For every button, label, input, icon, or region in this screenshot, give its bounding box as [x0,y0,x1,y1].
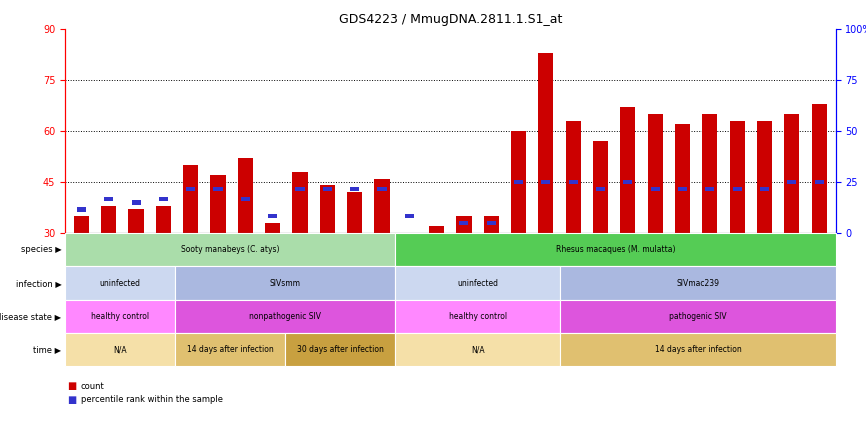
Bar [487,221,496,225]
Bar [560,300,836,333]
Text: SIVsmm: SIVsmm [269,278,301,288]
Bar [402,233,417,335]
Bar [378,186,386,191]
Bar [295,186,305,191]
Bar [811,104,827,335]
Bar [560,333,836,366]
Bar [320,186,335,335]
Text: 30 days after infection: 30 days after infection [297,345,384,354]
Bar [374,178,390,335]
Bar [624,180,632,184]
Text: 14 days after infection: 14 days after infection [655,345,741,354]
Bar [815,180,824,184]
Bar [484,216,499,335]
Bar [456,216,471,335]
Text: percentile rank within the sample: percentile rank within the sample [81,395,223,404]
Bar [757,121,772,335]
Text: time ▶: time ▶ [34,345,61,354]
Bar [268,214,277,218]
Bar [128,209,144,335]
Text: healthy control: healthy control [91,312,149,321]
Bar [432,238,441,242]
Text: infection ▶: infection ▶ [16,278,61,288]
Bar [132,200,140,205]
Bar [186,186,195,191]
Text: Rhesus macaques (M. mulatta): Rhesus macaques (M. mulatta) [556,245,675,254]
Bar [156,206,171,335]
Bar [675,124,690,335]
Bar [238,158,253,335]
Bar [514,180,523,184]
Text: uninfected: uninfected [457,278,498,288]
Text: Sooty manabeys (C. atys): Sooty manabeys (C. atys) [181,245,280,254]
Bar [760,186,769,191]
Bar [404,214,414,218]
Bar [101,206,116,335]
Bar [183,165,198,335]
Bar [678,186,687,191]
Text: uninfected: uninfected [100,278,140,288]
Bar [175,333,285,366]
Bar [214,186,223,191]
Bar [395,233,836,266]
Bar [565,121,581,335]
Bar [395,300,560,333]
Bar [210,175,225,335]
Bar [265,223,281,335]
Bar [158,197,168,201]
Text: ■: ■ [67,395,76,404]
Bar [293,172,307,335]
Bar [175,300,395,333]
Text: species ▶: species ▶ [21,245,61,254]
Bar [104,197,113,201]
Bar [787,180,797,184]
Text: count: count [81,382,104,391]
Bar [65,266,175,300]
Bar [74,216,89,335]
Bar [650,186,660,191]
Bar [65,300,175,333]
Bar [65,333,175,366]
Bar [560,266,836,300]
Text: pathogenic SIV: pathogenic SIV [669,312,727,321]
Bar [785,114,799,335]
Bar [65,233,395,266]
Text: SIVmac239: SIVmac239 [676,278,720,288]
Text: nonpathogenic SIV: nonpathogenic SIV [249,312,321,321]
Text: disease state ▶: disease state ▶ [0,312,61,321]
Bar [511,131,527,335]
Bar [285,333,395,366]
Bar [323,186,332,191]
Bar [430,226,444,335]
Text: healthy control: healthy control [449,312,507,321]
Bar [77,207,86,211]
Text: ■: ■ [67,381,76,391]
Bar [706,186,714,191]
Bar [569,180,578,184]
Bar [648,114,662,335]
Bar [175,266,395,300]
Bar [620,107,636,335]
Bar [596,186,605,191]
Bar [730,121,745,335]
Text: N/A: N/A [113,345,126,354]
Bar [241,197,250,201]
Text: GDS4223 / MmugDNA.2811.1.S1_at: GDS4223 / MmugDNA.2811.1.S1_at [339,13,562,26]
Bar [347,192,362,335]
Bar [539,53,553,335]
Bar [395,266,560,300]
Bar [460,221,469,225]
Bar [702,114,718,335]
Bar [350,186,359,191]
Bar [541,180,551,184]
Text: N/A: N/A [471,345,485,354]
Bar [395,333,560,366]
Text: 14 days after infection: 14 days after infection [187,345,274,354]
Bar [733,186,742,191]
Bar [593,141,608,335]
